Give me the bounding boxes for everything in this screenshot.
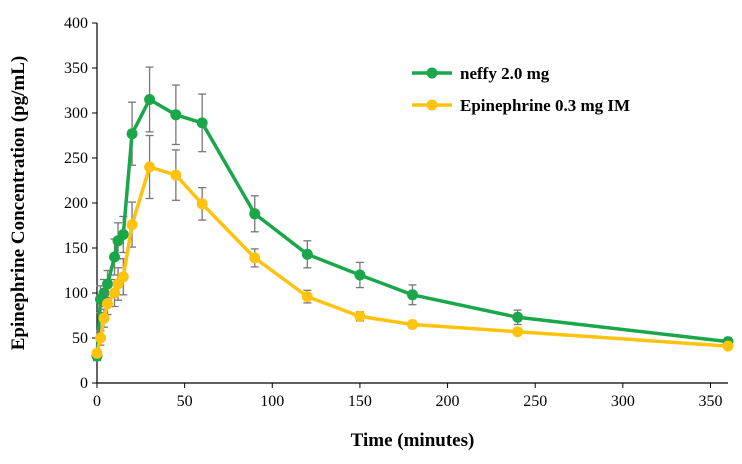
y-tick-label: 400 bbox=[64, 15, 88, 32]
data-point bbox=[249, 252, 261, 264]
data-point bbox=[407, 319, 418, 330]
series-2 bbox=[91, 134, 734, 359]
legend: neffy 2.0 mg Epinephrine 0.3 mg IM bbox=[412, 64, 630, 115]
data-point bbox=[512, 326, 524, 338]
data-point bbox=[126, 128, 138, 140]
data-point bbox=[512, 311, 524, 323]
data-point bbox=[196, 198, 208, 210]
data-point bbox=[144, 161, 156, 173]
y-tick-label: 100 bbox=[64, 285, 88, 302]
data-point bbox=[249, 208, 261, 220]
data-point bbox=[95, 332, 107, 344]
data-point bbox=[109, 287, 121, 299]
data-point bbox=[144, 94, 156, 105]
legend-item: Epinephrine 0.3 mg IM bbox=[412, 96, 630, 115]
x-tick-label: 350 bbox=[698, 393, 722, 410]
data-point bbox=[722, 340, 734, 352]
data-point bbox=[301, 248, 313, 260]
data-point bbox=[170, 109, 182, 121]
y-tick-label: 250 bbox=[64, 150, 88, 167]
data-point bbox=[170, 169, 182, 181]
y-tick-label: 150 bbox=[64, 240, 88, 257]
data-point bbox=[354, 310, 366, 322]
x-tick-label: 200 bbox=[436, 393, 460, 410]
data-point bbox=[117, 271, 129, 283]
data-point bbox=[117, 229, 129, 240]
series-1 bbox=[91, 66, 734, 362]
series-layer bbox=[91, 66, 734, 362]
y-tick-label: 0 bbox=[80, 375, 88, 392]
data-point bbox=[98, 312, 110, 324]
y-axis-title: Epinephrine Concentration (pg/mL) bbox=[8, 56, 29, 351]
y-tick-label: 50 bbox=[72, 330, 88, 347]
data-point bbox=[102, 298, 114, 310]
data-point bbox=[109, 251, 121, 263]
legend-item: neffy 2.0 mg bbox=[412, 64, 550, 83]
data-point bbox=[407, 289, 418, 301]
x-tick-label: 100 bbox=[260, 393, 284, 410]
x-tick-label: 50 bbox=[177, 393, 193, 410]
data-point bbox=[91, 347, 103, 359]
x-tick-label: 250 bbox=[523, 393, 547, 410]
legend-swatch-marker bbox=[426, 67, 438, 79]
x-tick-label: 150 bbox=[348, 393, 372, 410]
legend-swatch-marker bbox=[426, 99, 438, 111]
x-axis-title: Time (minutes) bbox=[351, 430, 475, 451]
data-point bbox=[126, 219, 138, 231]
legend-label: Epinephrine 0.3 mg IM bbox=[460, 96, 630, 115]
series-line bbox=[95, 97, 729, 357]
x-tick-label: 300 bbox=[611, 393, 635, 410]
y-tick-label: 200 bbox=[64, 195, 88, 212]
legend-label: neffy 2.0 mg bbox=[460, 64, 550, 83]
data-point bbox=[196, 117, 208, 129]
y-tick-label: 350 bbox=[64, 60, 88, 77]
x-tick-label: 0 bbox=[93, 393, 101, 410]
data-point bbox=[354, 269, 366, 281]
data-point bbox=[301, 291, 313, 303]
axes: 0 50 100 150 200 250 300 350 400 0 50 100 150 200 250 3… bbox=[64, 15, 728, 410]
data-point bbox=[102, 278, 114, 290]
y-tick-label: 300 bbox=[64, 105, 88, 122]
